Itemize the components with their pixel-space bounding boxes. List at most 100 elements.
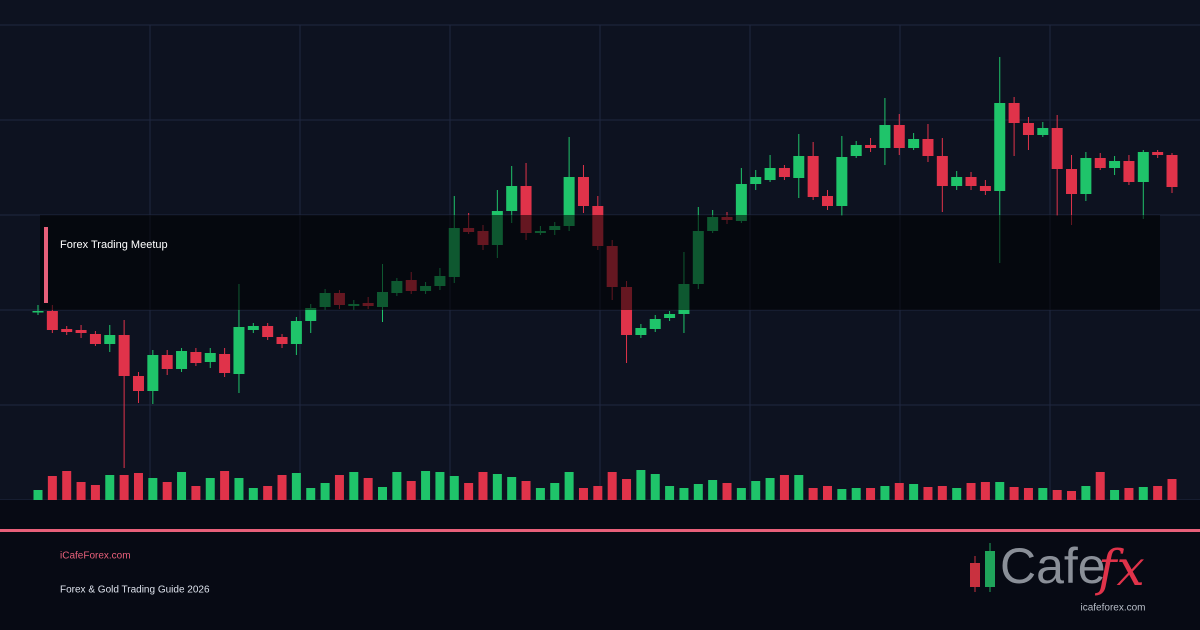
volume-bar: [507, 477, 517, 500]
logo-icon: [985, 551, 995, 587]
divider: [0, 529, 1200, 532]
candle-body: [1066, 169, 1078, 194]
candle-body: [1137, 152, 1149, 182]
volume-bar: [822, 486, 832, 500]
candle-body: [1094, 158, 1106, 168]
volume-bar: [320, 483, 330, 500]
candle-body: [936, 156, 948, 186]
candle-body: [276, 337, 288, 344]
volume-bar: [593, 486, 603, 500]
volume-bar: [521, 481, 531, 500]
volume-bar: [1023, 488, 1033, 500]
volume-bar: [923, 487, 933, 500]
candle-body: [247, 326, 259, 330]
volume-bar: [421, 471, 431, 500]
volume-bar: [693, 484, 703, 500]
candle-body: [951, 177, 963, 186]
candle-body: [32, 311, 44, 313]
candle-body: [305, 308, 317, 321]
subtitle: Forex & Gold Trading Guide 2026: [60, 585, 210, 596]
volume-bar: [220, 471, 230, 500]
site: iCafeForex.com: [60, 551, 131, 562]
candle-body: [147, 355, 159, 391]
volume-bar: [76, 482, 86, 500]
logo-text: Cafe: [1000, 538, 1106, 594]
candle-body: [836, 157, 848, 206]
volume-bar: [62, 471, 72, 500]
volume-bar: [119, 475, 129, 500]
volume-bar: [1167, 479, 1177, 500]
candle-body: [793, 156, 805, 178]
volume-bar: [866, 488, 876, 500]
volume-bar: [406, 481, 416, 500]
volume-bar: [1009, 487, 1019, 500]
candle-body: [1037, 128, 1049, 135]
volume-bar: [1067, 491, 1077, 500]
volume-bar: [722, 483, 732, 500]
candle-body: [219, 354, 231, 373]
volume-bar: [1153, 486, 1163, 500]
volume-bar: [607, 472, 617, 500]
candle-body: [1123, 161, 1135, 182]
volume-bar: [1110, 490, 1120, 500]
candle-body: [190, 352, 202, 363]
volume-bar: [966, 483, 976, 500]
candle-body: [104, 335, 116, 344]
candle-body: [118, 335, 130, 376]
volume-bar: [535, 488, 545, 500]
volume-bar: [234, 478, 244, 500]
volume-bar: [550, 483, 560, 500]
candle-body: [563, 177, 575, 226]
candle-body: [176, 351, 188, 369]
label: Forex Trading Meetup: [60, 239, 168, 251]
candle-body: [233, 327, 245, 374]
volume-bar: [880, 486, 890, 500]
candle-body: [132, 376, 144, 391]
volume-bar: [736, 488, 746, 500]
volume-bar: [306, 488, 316, 500]
volume-bar: [980, 482, 990, 500]
volume-bar: [952, 488, 962, 500]
volume-bar: [650, 474, 660, 500]
volume-bar: [995, 482, 1005, 500]
logo: Cafe fx icafeforex.com: [970, 538, 1146, 614]
volume-bar: [177, 472, 187, 500]
logo-url: icafeforex.com: [1080, 603, 1145, 614]
volume-bar: [622, 479, 632, 500]
candle-body: [750, 177, 762, 184]
candle-body: [1080, 158, 1092, 194]
volume-bar: [363, 478, 373, 500]
volume-bar: [334, 475, 344, 500]
volume-bar: [1038, 488, 1048, 500]
volume-bar: [205, 478, 215, 500]
volume-bar: [665, 486, 675, 500]
volume-bar: [1095, 472, 1105, 500]
volume-bar: [191, 486, 201, 500]
candle-body: [161, 355, 173, 369]
volume-bar: [105, 475, 115, 500]
volume-bar: [779, 475, 789, 500]
candle-body: [778, 168, 790, 177]
volume-bar: [263, 486, 273, 500]
volume-bar: [162, 482, 172, 500]
candle-body: [520, 186, 532, 233]
volume-bar: [47, 476, 57, 500]
candle-body: [735, 184, 747, 221]
candle-body: [865, 145, 877, 148]
candle-body: [922, 139, 934, 156]
candle-body: [635, 328, 647, 335]
candle-body: [764, 168, 776, 180]
volume-bar: [794, 475, 804, 500]
candle-body: [965, 177, 977, 186]
volume-bar: [392, 472, 402, 500]
volume-bar: [837, 489, 847, 500]
volume-bar: [564, 472, 574, 500]
volume-bar: [33, 490, 43, 500]
label-panel: [40, 215, 1160, 310]
candle-body: [893, 125, 905, 148]
volume-bar: [349, 472, 359, 500]
volume-bar: [464, 483, 474, 500]
label-accent: [44, 227, 48, 303]
